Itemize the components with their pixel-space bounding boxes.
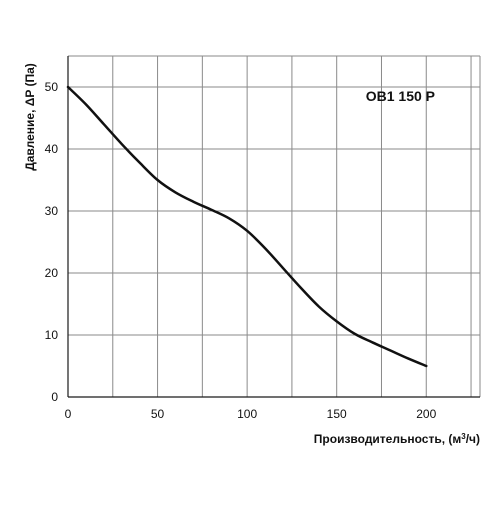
x-tick-label: 150 [327,407,347,421]
x-tick-label: 50 [151,407,165,421]
chart-title: OB1 150 P [366,88,435,104]
y-tick-label: 50 [45,80,59,94]
y-axis-title: Давление, ΔP (Па) [23,63,37,171]
series [66,85,428,368]
y-tick-label: 30 [45,204,59,218]
y-tick-label: 20 [45,266,59,280]
x-axis-title-main: Производительность, (м [314,432,462,446]
y-tick-label: 40 [45,142,59,156]
tick-labels: 0 50 100 150 200 0 10 20 30 40 50 [45,80,437,421]
y-tick-label: 0 [51,390,58,404]
series-line [66,85,428,368]
x-tick-label: 200 [416,407,436,421]
grid [68,55,481,397]
x-axis-title-superscript: 3 [461,432,466,441]
axes [67,56,480,398]
x-axis-title: Производительность, (м3/ч) [314,432,480,446]
x-axis-title-tail: /ч) [466,432,480,446]
y-tick-label: 10 [45,328,59,342]
x-tick-label: 100 [237,407,257,421]
x-tick-label: 0 [65,407,72,421]
